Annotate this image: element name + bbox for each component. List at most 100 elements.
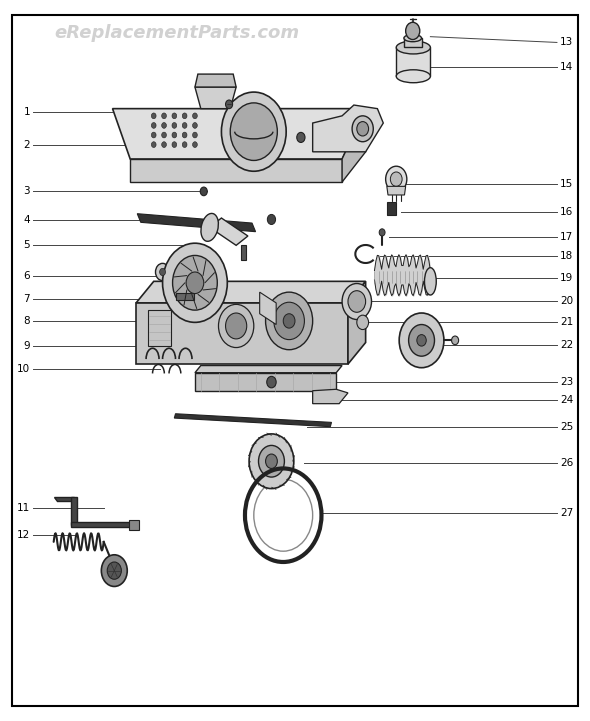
Circle shape (172, 123, 176, 128)
Circle shape (156, 263, 170, 280)
Text: 19: 19 (560, 273, 573, 283)
Polygon shape (195, 366, 342, 373)
Polygon shape (71, 497, 77, 525)
Circle shape (417, 335, 426, 346)
Text: 27: 27 (560, 508, 573, 518)
Text: 4: 4 (24, 215, 30, 225)
Circle shape (348, 291, 366, 312)
Circle shape (162, 113, 166, 119)
Circle shape (230, 103, 277, 161)
Circle shape (152, 123, 156, 128)
Ellipse shape (404, 35, 421, 42)
Circle shape (152, 142, 156, 148)
Circle shape (182, 142, 187, 148)
Circle shape (192, 132, 197, 138)
Circle shape (357, 122, 369, 136)
Circle shape (297, 133, 305, 143)
Text: 13: 13 (560, 37, 573, 48)
Polygon shape (396, 48, 430, 76)
Polygon shape (260, 292, 276, 324)
Circle shape (107, 562, 122, 579)
Polygon shape (129, 521, 139, 530)
Circle shape (192, 123, 197, 128)
Circle shape (266, 292, 313, 350)
Polygon shape (209, 218, 248, 245)
Text: 8: 8 (24, 316, 30, 326)
Text: 14: 14 (560, 62, 573, 72)
Text: 3: 3 (24, 187, 30, 196)
Polygon shape (136, 281, 366, 303)
Text: 23: 23 (560, 377, 573, 387)
Circle shape (186, 272, 204, 293)
Circle shape (221, 92, 286, 172)
Circle shape (225, 100, 232, 109)
Text: 11: 11 (17, 503, 30, 513)
Polygon shape (195, 87, 236, 109)
Text: 9: 9 (24, 341, 30, 351)
Text: 1: 1 (24, 107, 30, 118)
Circle shape (172, 132, 176, 138)
Polygon shape (342, 109, 366, 182)
Circle shape (342, 283, 372, 319)
Text: 2: 2 (24, 140, 30, 150)
Circle shape (352, 116, 373, 142)
Text: 22: 22 (560, 340, 573, 350)
Text: 7: 7 (24, 294, 30, 304)
Circle shape (399, 313, 444, 368)
Polygon shape (174, 414, 332, 427)
Circle shape (182, 132, 187, 138)
Polygon shape (137, 213, 255, 231)
Polygon shape (241, 245, 245, 260)
Circle shape (379, 229, 385, 236)
Polygon shape (195, 373, 336, 391)
Circle shape (182, 113, 187, 119)
Circle shape (192, 142, 197, 148)
Circle shape (182, 123, 187, 128)
Ellipse shape (201, 213, 218, 242)
Circle shape (267, 376, 276, 388)
Text: 18: 18 (560, 251, 573, 261)
Circle shape (274, 302, 304, 340)
Circle shape (266, 454, 277, 469)
Polygon shape (54, 497, 74, 501)
Text: eReplacementParts.com: eReplacementParts.com (55, 24, 300, 42)
Circle shape (225, 313, 247, 339)
Polygon shape (130, 159, 342, 182)
Circle shape (258, 446, 284, 477)
Circle shape (267, 214, 276, 224)
Circle shape (406, 22, 420, 40)
Text: 20: 20 (560, 296, 573, 306)
Polygon shape (195, 74, 236, 87)
Text: 12: 12 (17, 530, 30, 539)
Polygon shape (176, 293, 194, 300)
Polygon shape (313, 389, 348, 404)
Circle shape (200, 187, 207, 195)
Text: 5: 5 (24, 240, 30, 250)
Circle shape (192, 113, 197, 119)
Circle shape (162, 123, 166, 128)
Text: 17: 17 (560, 231, 573, 242)
Polygon shape (404, 38, 421, 48)
Circle shape (160, 268, 166, 275)
Text: 16: 16 (560, 207, 573, 217)
Circle shape (172, 142, 176, 148)
Text: 21: 21 (560, 317, 573, 327)
Circle shape (162, 132, 166, 138)
Circle shape (386, 167, 407, 192)
Circle shape (152, 132, 156, 138)
Text: 25: 25 (560, 422, 573, 432)
Circle shape (163, 243, 227, 322)
Ellipse shape (396, 41, 430, 54)
Circle shape (162, 142, 166, 148)
Ellipse shape (424, 267, 436, 295)
Circle shape (451, 336, 458, 345)
Polygon shape (348, 281, 366, 364)
Circle shape (357, 315, 369, 329)
Circle shape (172, 255, 217, 310)
Polygon shape (148, 310, 171, 346)
Text: 10: 10 (17, 364, 30, 374)
Polygon shape (387, 202, 396, 215)
Text: 26: 26 (560, 458, 573, 468)
Circle shape (391, 172, 402, 186)
Ellipse shape (396, 70, 430, 83)
